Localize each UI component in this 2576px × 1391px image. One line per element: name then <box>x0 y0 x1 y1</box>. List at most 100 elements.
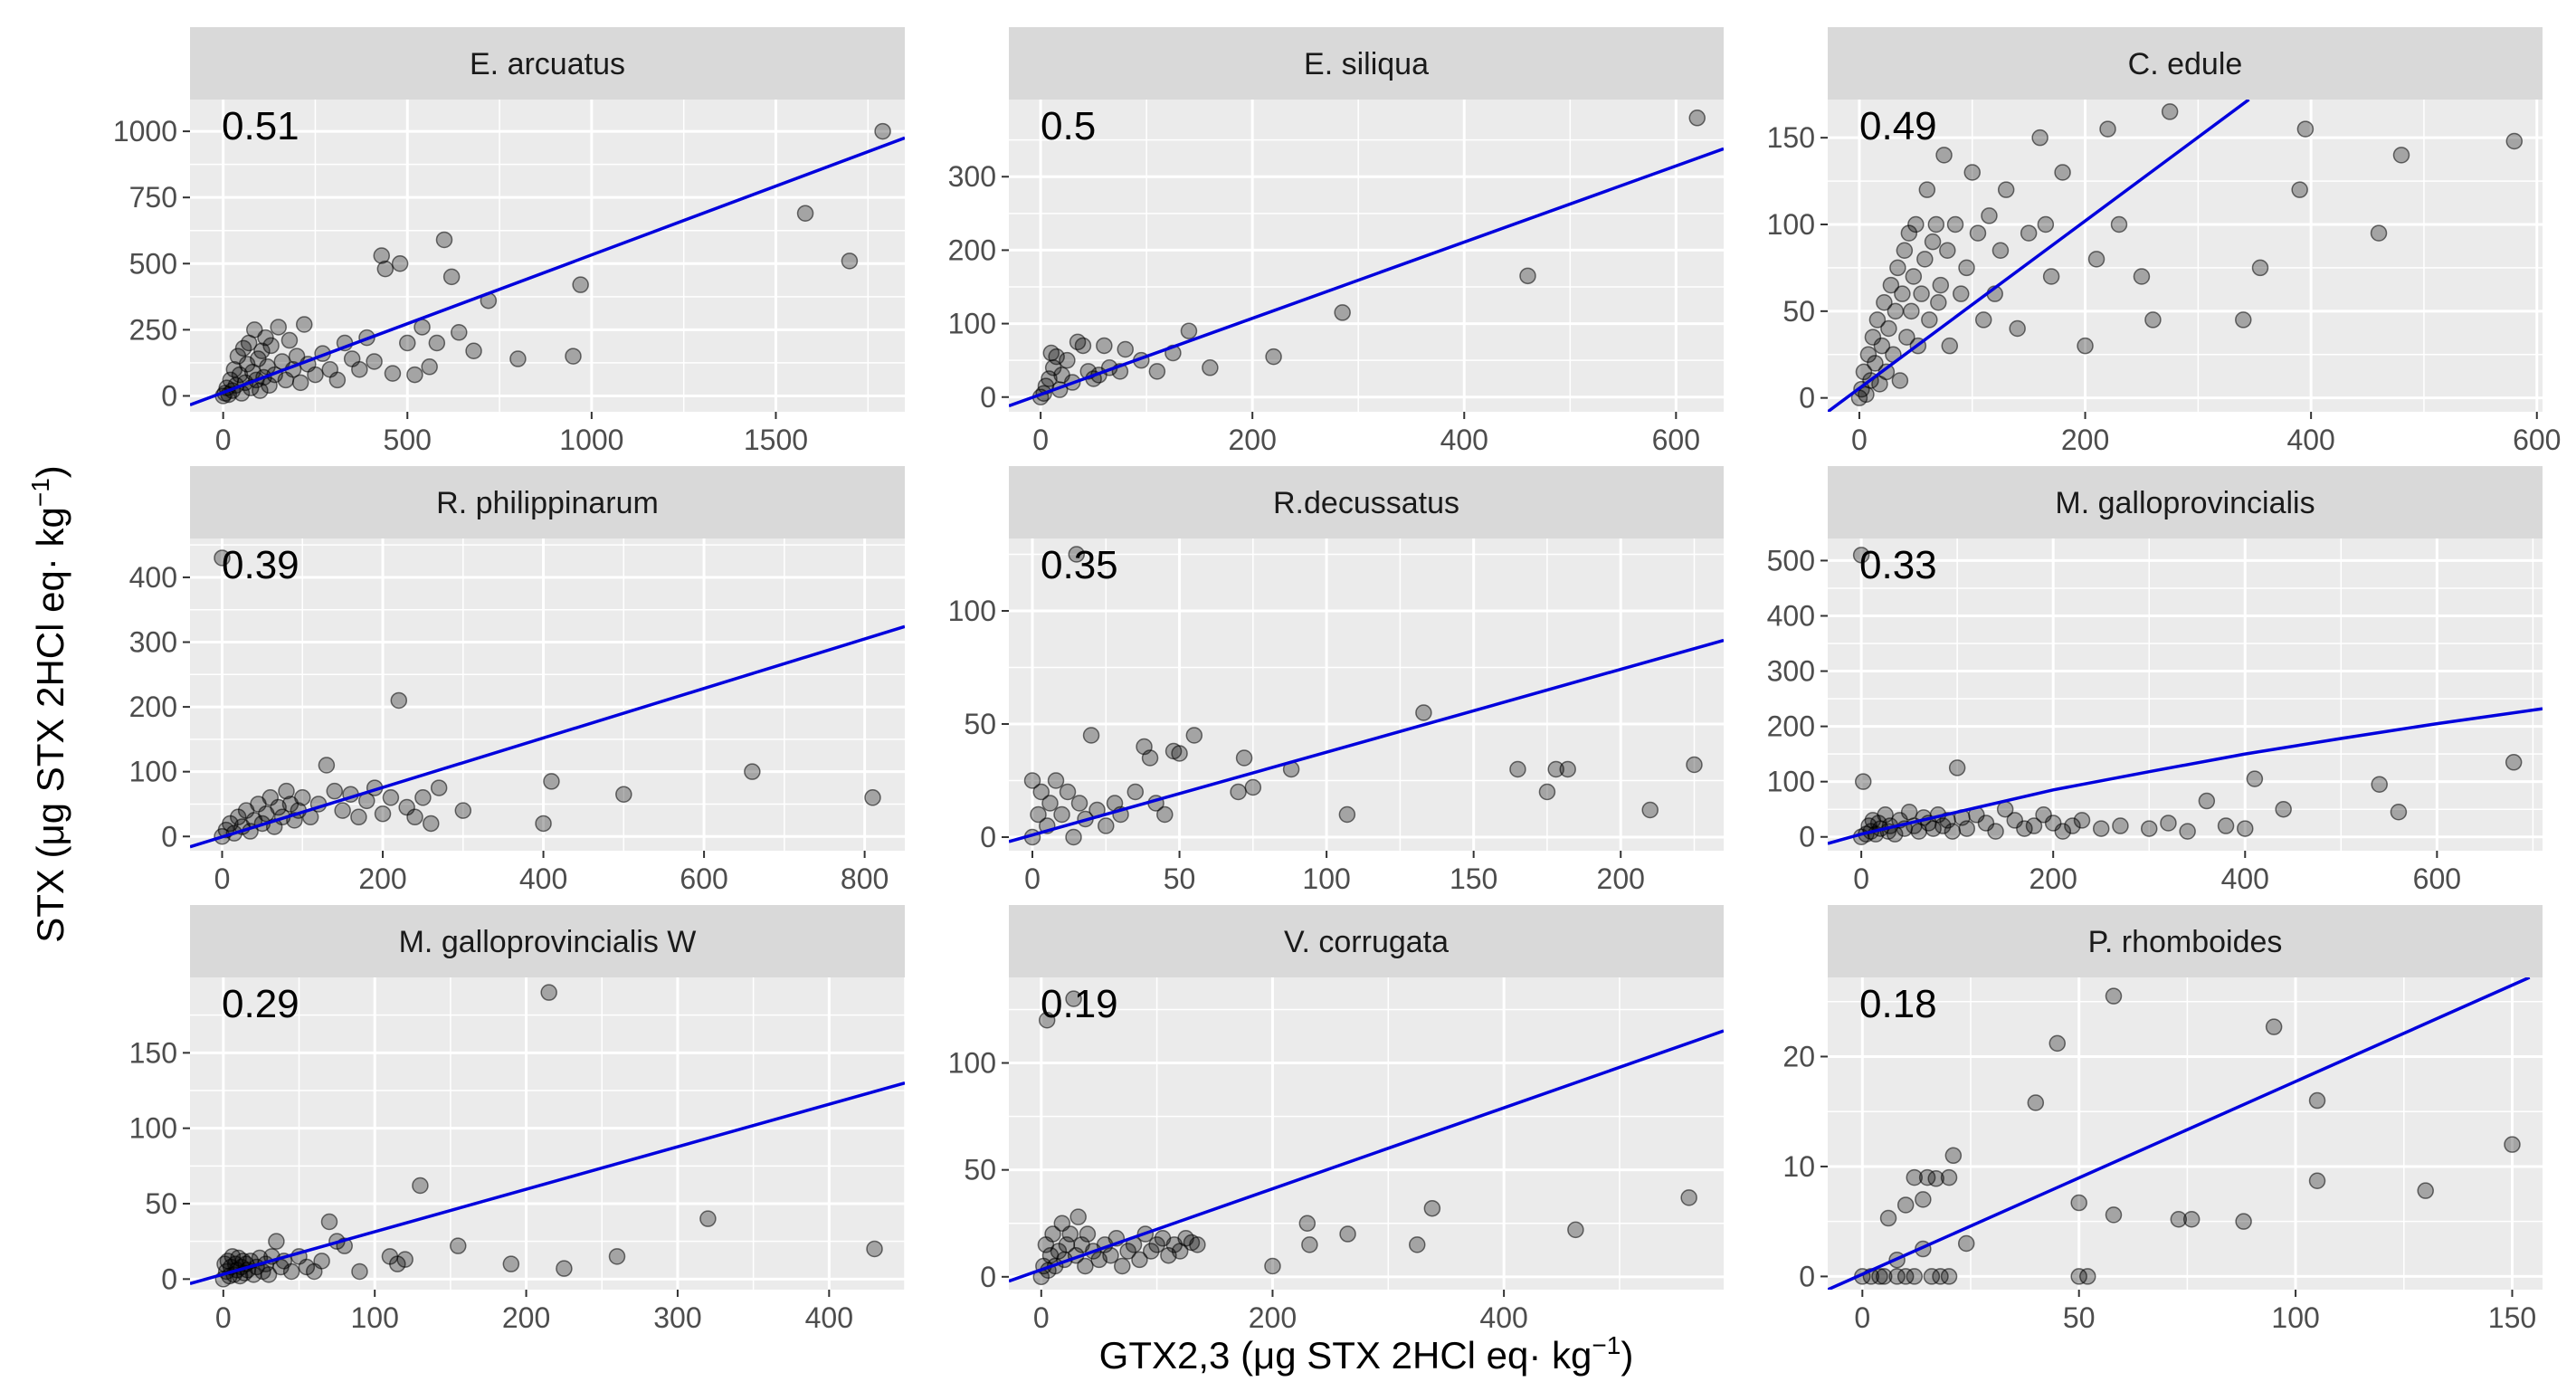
data-point <box>2251 259 2269 277</box>
data-point <box>1923 1268 1941 1285</box>
x-tick-label: 0 <box>1854 1301 1870 1334</box>
data-point <box>1041 795 1059 812</box>
data-point <box>412 1177 429 1195</box>
data-point <box>1059 783 1077 801</box>
data-point <box>1415 704 1432 721</box>
data-point <box>1189 1236 1206 1253</box>
x-tick-label: 100 <box>350 1301 398 1334</box>
data-point <box>350 808 367 826</box>
strip-label: M. galloprovincialis <box>2055 486 2315 520</box>
y-tick-label: 50 <box>145 1187 177 1220</box>
data-point <box>2291 181 2308 198</box>
data-point <box>2070 1268 2087 1285</box>
y-tick-label: 1000 <box>113 115 177 148</box>
data-point <box>1202 359 1219 376</box>
data-point <box>1180 322 1198 339</box>
data-point <box>2073 812 2091 829</box>
data-point <box>2182 1211 2201 1228</box>
data-point <box>318 757 336 774</box>
correlation-label: 0.39 <box>222 543 299 587</box>
data-point <box>1567 1221 1584 1239</box>
data-point <box>1065 828 1082 846</box>
data-point <box>2092 820 2110 837</box>
data-point <box>2112 817 2129 834</box>
x-tick-label: 200 <box>358 862 406 895</box>
data-point <box>1900 804 1918 821</box>
data-point <box>1030 805 1047 824</box>
strip-label: V. corrugata <box>1284 925 1449 959</box>
y-tick-label: 50 <box>964 1154 996 1186</box>
y-tick-label: 100 <box>948 308 996 340</box>
data-point <box>391 255 409 272</box>
data-point <box>351 360 368 378</box>
data-point <box>262 337 280 355</box>
data-point <box>1880 319 1897 338</box>
data-point <box>1940 1168 1958 1186</box>
data-point <box>1185 727 1203 744</box>
y-tick-label: 100 <box>1767 208 1815 241</box>
y-tick-label: 200 <box>948 233 996 266</box>
data-point <box>543 773 560 790</box>
data-point <box>307 366 324 384</box>
data-point <box>2237 820 2254 837</box>
data-layer <box>190 122 905 407</box>
data-point <box>1059 351 1076 369</box>
y-tick-label: 0 <box>980 821 996 853</box>
data-point <box>1852 547 1870 564</box>
data-point <box>796 205 814 222</box>
strip-background <box>190 905 905 977</box>
x-tick-label: 200 <box>2061 424 2109 456</box>
data-layer <box>1828 977 2531 1290</box>
panel-e-arcuatus: E. arcuatus 0 500 1000 1500 0 250 500 750 1000 0.5… <box>113 27 905 456</box>
fit-line <box>190 136 905 407</box>
y-tick-label: 0 <box>980 1261 996 1293</box>
data-point <box>376 260 394 278</box>
data-point <box>2020 224 2038 242</box>
data-point <box>1873 337 1891 355</box>
data-point <box>2179 823 2196 840</box>
strip-label: M. galloprovincialis W <box>399 925 697 959</box>
data-point <box>615 786 632 803</box>
data-point <box>1069 1208 1087 1225</box>
data-point <box>2392 147 2410 164</box>
data-point <box>1126 783 1145 801</box>
data-point <box>1887 302 1905 320</box>
data-point <box>1875 1268 1893 1285</box>
data-point <box>1117 340 1134 358</box>
data-point <box>2077 337 2094 355</box>
data-point <box>451 324 468 341</box>
data-point <box>278 782 295 800</box>
data-point <box>1061 1225 1079 1243</box>
data-point <box>1048 348 1065 366</box>
data-point <box>2505 132 2524 150</box>
y-tick-label: 250 <box>129 313 177 346</box>
x-axis-title: GTX2,3 (μg STX 2HCl eq· kg−1) <box>1099 1331 1634 1377</box>
x-tick-label: 150 <box>2488 1301 2536 1334</box>
y-tick-label: 500 <box>1767 544 1815 576</box>
data-point <box>2054 823 2072 840</box>
data-point <box>1918 1168 1936 1186</box>
data-point <box>2064 817 2081 834</box>
data-point <box>866 1240 883 1258</box>
data-point <box>2505 754 2523 771</box>
y-tick-label: 300 <box>948 160 996 193</box>
data-point <box>1038 1012 1056 1029</box>
data-point <box>864 789 881 806</box>
data-point <box>1924 233 1942 251</box>
data-point <box>1230 783 1247 801</box>
data-point <box>1686 756 1703 774</box>
x-tick-label: 1500 <box>744 424 808 456</box>
data-point <box>535 815 552 833</box>
data-point <box>1119 1243 1136 1260</box>
data-point <box>2265 1018 2283 1035</box>
y-tick-label: 50 <box>1782 295 1815 328</box>
data-point <box>1974 311 1992 329</box>
data-point <box>2070 1194 2087 1212</box>
strip-background <box>1828 905 2543 977</box>
data-point <box>1142 1243 1160 1260</box>
y-tick-label: 0 <box>161 820 177 853</box>
data-point <box>1921 311 1938 329</box>
strip-label: C. edule <box>2128 47 2243 81</box>
strip-background <box>1828 466 2543 538</box>
data-point <box>2099 120 2116 138</box>
